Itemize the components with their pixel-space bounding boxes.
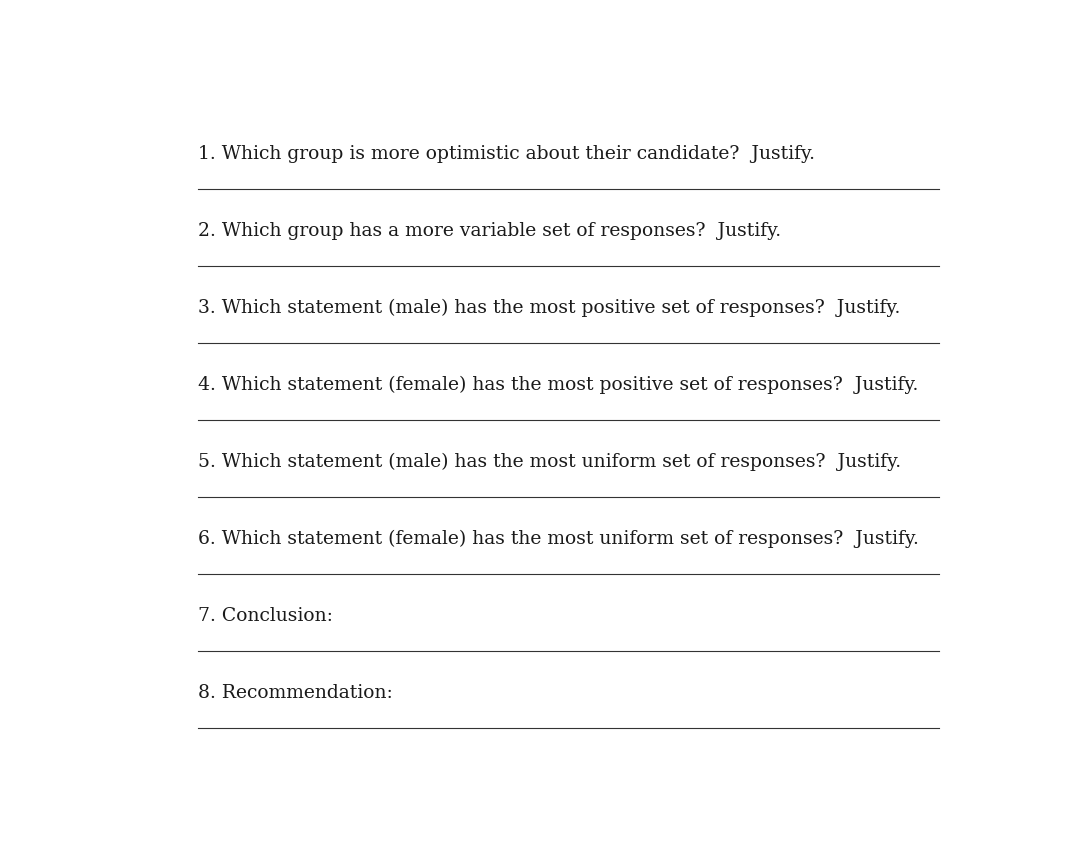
Text: 8. Recommendation:: 8. Recommendation: (198, 683, 392, 702)
Text: 4. Which statement (female) has the most positive set of responses?  Justify.: 4. Which statement (female) has the most… (198, 375, 918, 394)
Text: 2. Which group has a more variable set of responses?  Justify.: 2. Which group has a more variable set o… (198, 222, 781, 240)
Text: 1. Which group is more optimistic about their candidate?  Justify.: 1. Which group is more optimistic about … (198, 145, 814, 163)
Text: 3. Which statement (male) has the most positive set of responses?  Justify.: 3. Which statement (male) has the most p… (198, 299, 900, 317)
Text: 5. Which statement (male) has the most uniform set of responses?  Justify.: 5. Which statement (male) has the most u… (198, 453, 901, 471)
Text: 6. Which statement (female) has the most uniform set of responses?  Justify.: 6. Which statement (female) has the most… (198, 529, 919, 548)
Text: 7. Conclusion:: 7. Conclusion: (198, 607, 333, 625)
